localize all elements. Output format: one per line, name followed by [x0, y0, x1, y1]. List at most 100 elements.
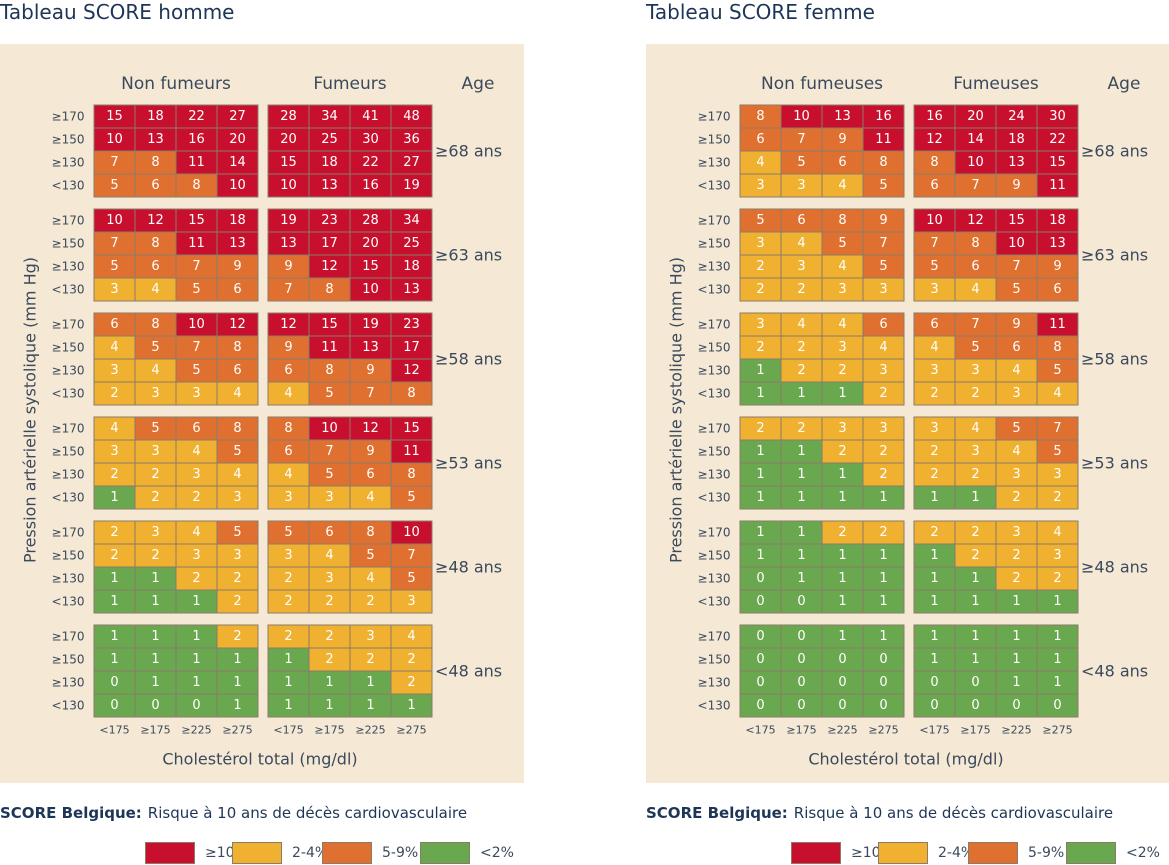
- score-value: 3: [1012, 467, 1020, 482]
- score-value: 1: [325, 698, 333, 713]
- score-value: 13: [362, 340, 379, 355]
- age-label: ≥58 ans: [435, 350, 502, 369]
- score-value: 5: [879, 259, 887, 274]
- score-value: 10: [362, 282, 379, 297]
- bp-label: ≥130: [52, 260, 85, 274]
- bp-label: ≥150: [698, 133, 731, 147]
- score-value: 8: [407, 386, 415, 401]
- legend-title: SCORE Belgique: Risque à 10 ans de décès …: [0, 804, 467, 822]
- age-label: ≥63 ans: [435, 246, 502, 265]
- score-value: 15: [1008, 213, 1025, 228]
- bp-label: ≥170: [52, 422, 85, 436]
- score-value: 10: [403, 525, 420, 540]
- score-value: 2: [192, 571, 200, 586]
- score-value: 13: [1049, 236, 1066, 251]
- score-value: 2: [756, 340, 764, 355]
- score-value: 2: [284, 629, 292, 644]
- score-value: 3: [797, 259, 805, 274]
- score-cell: [862, 485, 905, 510]
- score-value: 3: [838, 340, 846, 355]
- score-value: 10: [280, 178, 297, 193]
- score-value: 13: [1008, 155, 1025, 170]
- score-value: 10: [106, 132, 123, 147]
- score-cell: [390, 485, 433, 510]
- score-value: 8: [366, 525, 374, 540]
- bp-label: ≥170: [52, 318, 85, 332]
- score-value: 3: [930, 282, 938, 297]
- score-value: 3: [366, 629, 374, 644]
- score-value: 5: [192, 282, 200, 297]
- score-value: 1: [1053, 675, 1061, 690]
- score-value: 16: [188, 132, 205, 147]
- score-value: 27: [229, 109, 246, 124]
- score-value: 8: [233, 421, 241, 436]
- score-value: 25: [403, 236, 420, 251]
- score-cell: [216, 485, 259, 510]
- score-value: 3: [756, 178, 764, 193]
- score-value: 6: [151, 259, 159, 274]
- score-cell: [862, 693, 905, 718]
- score-value: 6: [930, 178, 938, 193]
- score-value: 2: [930, 467, 938, 482]
- score-value: 7: [797, 132, 805, 147]
- score-value: 2: [971, 525, 979, 540]
- score-value: 4: [325, 548, 333, 563]
- score-value: 6: [192, 421, 200, 436]
- score-value: 1: [930, 490, 938, 505]
- score-value: 7: [971, 178, 979, 193]
- score-value: 1: [971, 594, 979, 609]
- score-value: 4: [407, 629, 415, 644]
- age-label: ≥58 ans: [1081, 350, 1148, 369]
- score-value: 1: [407, 698, 415, 713]
- score-value: 2: [971, 386, 979, 401]
- score-value: 2: [930, 386, 938, 401]
- score-value: 0: [1012, 698, 1020, 713]
- score-value: 3: [151, 525, 159, 540]
- score-value: 1: [838, 386, 846, 401]
- score-value: 1: [879, 629, 887, 644]
- score-value: 12: [403, 363, 420, 378]
- score-value: 3: [325, 571, 333, 586]
- score-value: 20: [280, 132, 297, 147]
- score-value: 23: [403, 317, 420, 332]
- score-value: 15: [1049, 155, 1066, 170]
- score-cell: [862, 277, 905, 302]
- legend-label: <2%: [480, 845, 514, 861]
- score-value: 6: [1053, 282, 1061, 297]
- score-value: 2: [797, 282, 805, 297]
- score-value: 0: [838, 652, 846, 667]
- score-value: 13: [321, 178, 338, 193]
- score-cell: [1036, 693, 1079, 718]
- score-value: 4: [797, 317, 805, 332]
- score-value: 3: [1053, 467, 1061, 482]
- age-label: ≥48 ans: [1081, 558, 1148, 577]
- legend-swatch-mid1: [232, 842, 282, 864]
- score-value: 15: [188, 213, 205, 228]
- score-value: 2: [971, 467, 979, 482]
- score-value: 1: [797, 386, 805, 401]
- score-value: 6: [930, 317, 938, 332]
- score-cell: [390, 381, 433, 406]
- score-value: 11: [188, 155, 205, 170]
- score-value: 2: [930, 444, 938, 459]
- bp-label: <130: [52, 699, 85, 713]
- score-cell: [390, 277, 433, 302]
- score-value: 0: [879, 675, 887, 690]
- score-value: 9: [284, 340, 292, 355]
- cholesterol-tick: <175: [919, 724, 949, 737]
- legend-title: SCORE Belgique: Risque à 10 ans de décès …: [646, 804, 1113, 822]
- score-value: 15: [280, 155, 297, 170]
- score-value: 4: [192, 444, 200, 459]
- score-value: 17: [321, 236, 338, 251]
- score-value: 10: [229, 178, 246, 193]
- score-value: 2: [325, 629, 333, 644]
- score-value: 28: [362, 213, 379, 228]
- legend-label: 2-4%: [292, 845, 329, 861]
- score-value: 30: [362, 132, 379, 147]
- legend-swatch-mid1: [878, 842, 928, 864]
- bp-label: <130: [698, 491, 731, 505]
- score-value: 2: [879, 525, 887, 540]
- score-value: 30: [1049, 109, 1066, 124]
- score-value: 1: [797, 490, 805, 505]
- score-value: 1: [797, 467, 805, 482]
